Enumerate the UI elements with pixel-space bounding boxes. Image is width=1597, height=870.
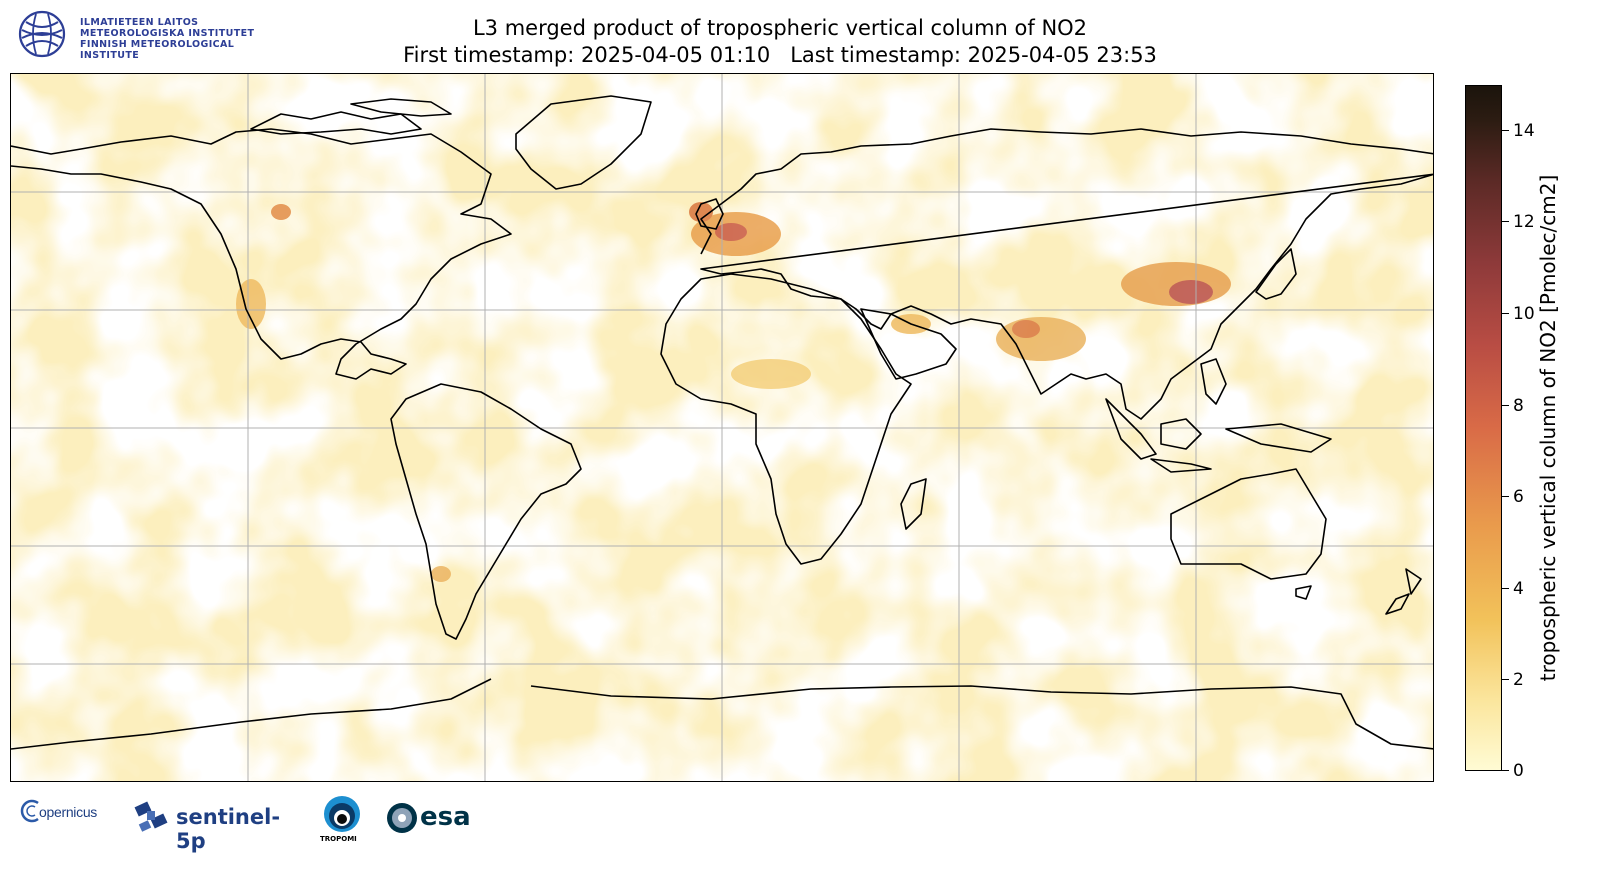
colorbar (1465, 85, 1502, 771)
coast-new-zealand (1385, 568, 1422, 615)
fmi-name-en: FINNISH METEOROLOGICAL INSTITUTE (80, 39, 235, 61)
coast-uk (695, 198, 724, 230)
colorbar-tick-label: 12 (1513, 212, 1535, 232)
colorbar-tick-label: 6 (1513, 487, 1524, 507)
sentinel-5p-text: sentinel-5p (176, 805, 281, 853)
coast-eurasia (700, 128, 1433, 420)
colorbar-label: tropospheric vertical column of NO2 [Pmo… (1536, 174, 1560, 682)
copernicus-c-icon (20, 799, 39, 823)
map-canvas (11, 74, 1433, 781)
coast-greenland (515, 95, 652, 190)
plot-title: L3 merged product of tropospheric vertic… (300, 15, 1260, 69)
coast-japan (1255, 248, 1297, 300)
partner-logos: opernicus sentinel-5p TROPOMI es (18, 792, 518, 853)
tropomi-logo: TROPOMI (318, 792, 366, 848)
esa-logo: esa (386, 802, 486, 836)
colorbar-tick-label: 14 (1513, 121, 1535, 141)
esa-text: esa (420, 802, 471, 832)
fmi-emblem-icon (18, 10, 66, 58)
colorbar-tick (1502, 588, 1509, 589)
colorbar-tick-label: 0 (1513, 761, 1524, 781)
copernicus-text: opernicus (39, 804, 98, 820)
colorbar-tick-label: 2 (1513, 670, 1524, 690)
coast-arabia (860, 308, 957, 380)
colorbar-tick-label: 4 (1513, 579, 1524, 599)
colorbar-tick-label: 8 (1513, 396, 1524, 416)
coastlines (11, 95, 1433, 750)
satellite-icon (134, 801, 168, 832)
fmi-logo: ILMATIETEEN LAITOS METEOROLOGISKA INSTIT… (18, 10, 293, 61)
colorbar-tick (1502, 405, 1509, 406)
fmi-name-sv: METEOROLOGISKA INSTITUTET (80, 28, 255, 39)
coast-australia (1170, 468, 1327, 580)
coast-north-america (11, 128, 512, 380)
world-map (10, 73, 1434, 782)
copernicus-logo: opernicus (18, 798, 118, 828)
colorbar-tick (1502, 679, 1509, 680)
tropomi-text: TROPOMI (320, 835, 357, 843)
coast-africa (660, 273, 912, 565)
title-line-1: L3 merged product of tropospheric vertic… (472, 16, 1088, 40)
coast-antarctica (11, 678, 1433, 750)
colorbar-tick (1502, 313, 1509, 314)
colorbar-tick-label: 10 (1513, 304, 1535, 324)
colorbar-tick (1502, 130, 1509, 131)
colorbar-tick (1502, 770, 1509, 771)
tropomi-eye-icon (324, 796, 360, 832)
title-line-2: First timestamp: 2025-04-05 01:10 Last t… (403, 43, 1157, 67)
esa-emblem-icon (387, 803, 417, 833)
coast-south-america (390, 383, 582, 640)
colorbar-tick (1502, 221, 1509, 222)
coast-madagascar (900, 478, 927, 530)
colorbar-tick (1502, 496, 1509, 497)
fmi-name-fi: ILMATIETEEN LAITOS (80, 17, 199, 28)
sentinel-5p-logo: sentinel-5p (132, 798, 302, 853)
